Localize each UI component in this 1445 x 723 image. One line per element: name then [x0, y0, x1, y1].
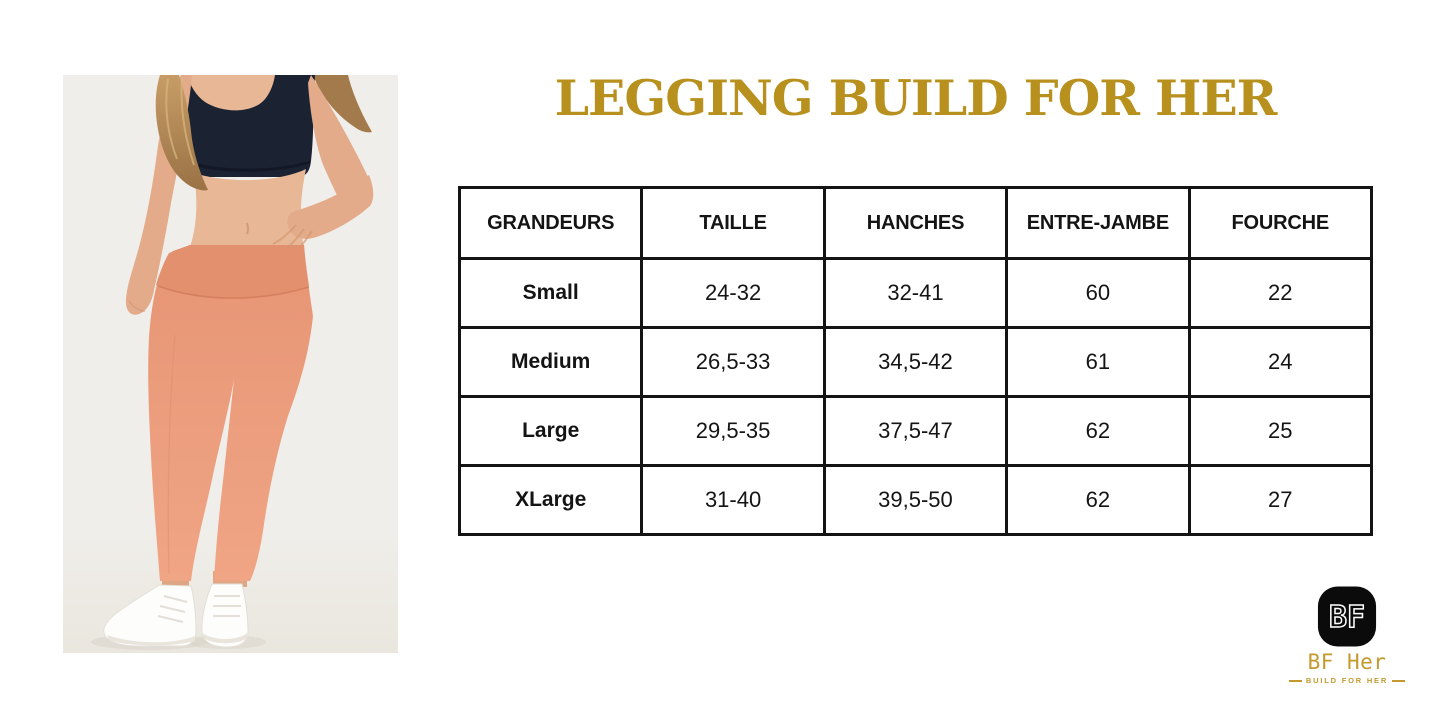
size-cell: Small: [457, 257, 644, 329]
size-cell: XLarge: [457, 464, 644, 536]
model-hair-left: [155, 75, 208, 191]
size-cell: Medium: [457, 326, 644, 398]
column-header-grandeurs: GRANDEURS: [457, 186, 644, 260]
sports-bra: [187, 75, 315, 177]
model-right-forearm: [287, 175, 374, 239]
table-row-small: Small 24-32 32-41 60 22: [457, 257, 1374, 329]
entre-jambe-cell: 61: [1005, 326, 1191, 398]
leg-seam: [167, 334, 176, 574]
taille-cell: 29,5-35: [640, 395, 826, 467]
model-photo-illustration: [63, 75, 398, 653]
taille-cell: 26,5-33: [640, 326, 826, 398]
hanches-cell: 39,5-50: [822, 464, 1009, 536]
tagline-dash-right: [1392, 679, 1406, 682]
column-header-fourche: FOURCHE: [1187, 186, 1374, 260]
model-midriff: [190, 169, 306, 247]
bf-monogram-icon: BF: [1317, 586, 1377, 647]
page-title: LEGGING BUILD FOR HER: [554, 69, 1278, 127]
column-header-taille: TAILLE: [640, 186, 826, 260]
left-sneaker-sole: [107, 635, 195, 646]
fourche-cell: 24: [1187, 326, 1374, 398]
leggings: [148, 245, 313, 581]
tagline-dash-left: [1288, 679, 1302, 682]
right-sneaker-laces: [213, 595, 241, 617]
size-table: GRANDEURS TAILLE HANCHES ENTRE-JAMBE FOU…: [457, 186, 1374, 536]
fourche-cell: 22: [1187, 257, 1374, 329]
tagline-text: BUILD FOR HER: [1305, 676, 1389, 685]
hair-highlights: [165, 76, 195, 166]
logo-tagline: BUILD FOR HER: [1288, 676, 1406, 685]
logo-squircle: [1317, 586, 1377, 647]
table-row-xlarge: XLarge 31-40 39,5-50 62 27: [457, 464, 1374, 536]
bra-band-seam: [191, 160, 311, 172]
entre-jambe-cell: 62: [1005, 395, 1191, 467]
left-sneaker: [103, 584, 197, 647]
waistband-seam: [157, 285, 310, 299]
left-hand-fingers: [128, 300, 146, 312]
taille-cell: 24-32: [640, 257, 826, 329]
fourche-cell: 25: [1187, 395, 1374, 467]
table-row-large: Large 29,5-35 37,5-47 62 25: [457, 395, 1374, 467]
navel: [246, 222, 249, 235]
model-hair-right: [313, 75, 372, 133]
table-header-row: GRANDEURS TAILLE HANCHES ENTRE-JAMBE FOU…: [457, 186, 1374, 260]
entre-jambe-cell: 60: [1005, 257, 1191, 329]
size-cell: Large: [457, 395, 644, 467]
entre-jambe-cell: 62: [1005, 464, 1191, 536]
left-sneaker-laces: [157, 595, 188, 623]
logo-name: BF Her: [1307, 650, 1387, 674]
leggings-waistband: [156, 245, 309, 298]
right-hand-fingers: [272, 224, 313, 250]
model-photo: [63, 75, 398, 653]
logo-monogram-text: BF: [1329, 600, 1365, 635]
brand-logo: BF BF Her BUILD FOR HER: [1288, 585, 1406, 685]
fourche-cell: 27: [1187, 464, 1374, 536]
taille-cell: 31-40: [640, 464, 826, 536]
right-sneaker-sole: [203, 633, 247, 644]
hanches-cell: 37,5-47: [822, 395, 1009, 467]
hanches-cell: 34,5-42: [822, 326, 1009, 398]
model-right-upper-arm: [308, 75, 373, 213]
table-row-medium: Medium 26,5-33 34,5-42 61 24: [457, 326, 1374, 398]
column-header-entre-jambe: ENTRE-JAMBE: [1005, 186, 1191, 260]
column-header-hanches: HANCHES: [822, 186, 1009, 260]
hanches-cell: 32-41: [822, 257, 1009, 329]
